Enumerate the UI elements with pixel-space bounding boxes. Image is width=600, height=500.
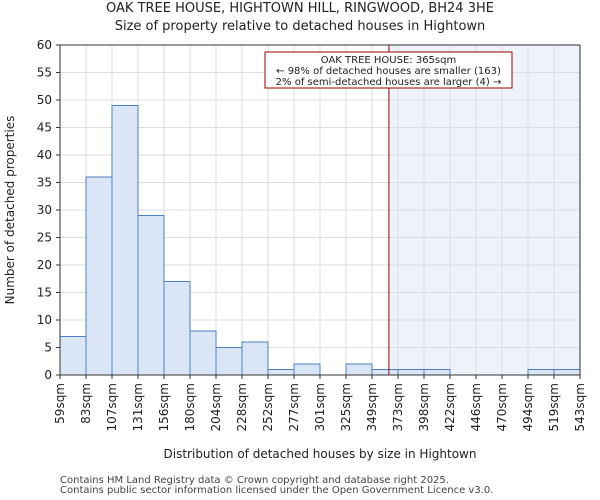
footer-copyright: Contains HM Land Registry data © Crown c… (60, 475, 449, 486)
y-tick-label: 10 (37, 313, 52, 327)
histogram-bar (371, 369, 399, 376)
annotation-text: OAK TREE HOUSE: 365sqm (321, 55, 456, 66)
annotation-text: ← 98% of detached houses are smaller (16… (276, 66, 501, 77)
y-tick-label: 50 (37, 93, 52, 107)
x-tick-label: 349sqm (365, 383, 379, 431)
chart-title-line2: Size of property relative to detached ho… (114, 19, 486, 34)
y-tick-label: 45 (37, 121, 52, 135)
x-axis-label: Distribution of detached houses by size … (164, 447, 477, 461)
x-tick-label: 301sqm (313, 383, 327, 431)
x-tick-label: 398sqm (417, 383, 431, 431)
histogram-bar (137, 215, 165, 376)
y-axis-label: Number of detached properties (3, 116, 17, 305)
histogram-bar (241, 341, 269, 376)
annotation-box (264, 51, 513, 89)
x-tick-label: 180sqm (183, 383, 197, 431)
y-tick-label: 15 (37, 286, 52, 300)
x-tick-label: 228sqm (235, 383, 249, 431)
x-tick-label: 543sqm (573, 383, 587, 431)
histogram-bar (111, 105, 139, 376)
histogram-bar (215, 347, 243, 376)
y-tick-label: 5 (44, 341, 52, 355)
histogram-bar (293, 363, 321, 376)
histogram-bar (59, 336, 87, 376)
x-tick-label: 446sqm (469, 383, 483, 431)
histogram-bar (345, 363, 373, 376)
x-tick-label: 325sqm (339, 383, 353, 431)
x-tick-label: 59sqm (53, 383, 67, 424)
histogram-bar (553, 369, 581, 376)
chart-title-line1: OAK TREE HOUSE, HIGHTOWN HILL, RINGWOOD,… (106, 1, 494, 16)
histogram-bar (527, 369, 555, 376)
histogram-bar (163, 281, 191, 376)
x-tick-label: 107sqm (105, 383, 119, 431)
x-tick-label: 277sqm (287, 383, 301, 431)
y-tick-label: 20 (37, 258, 52, 272)
x-tick-label: 131sqm (131, 383, 145, 431)
histogram-bar (189, 330, 217, 376)
histogram-bar (397, 369, 425, 376)
y-tick-label: 0 (44, 368, 52, 382)
y-tick-label: 25 (37, 231, 52, 245)
y-tick-label: 55 (37, 66, 52, 80)
histogram-bar (267, 369, 295, 376)
histogram-bar (423, 369, 451, 376)
y-tick-label: 35 (37, 176, 52, 190)
x-tick-label: 519sqm (547, 383, 561, 431)
y-tick-label: 40 (37, 148, 52, 162)
x-tick-label: 83sqm (79, 383, 93, 424)
x-tick-label: 156sqm (157, 383, 171, 431)
x-tick-label: 204sqm (209, 383, 223, 431)
x-tick-label: 494sqm (521, 383, 535, 431)
histogram-bar (85, 176, 113, 376)
x-tick-label: 252sqm (261, 383, 275, 431)
x-tick-label: 470sqm (495, 383, 509, 431)
y-tick-label: 60 (37, 38, 52, 52)
y-tick-label: 30 (37, 203, 52, 217)
x-tick-label: 373sqm (391, 383, 405, 431)
footer-licence: Contains public sector information licen… (60, 485, 494, 496)
annotation-text: 2% of semi-detached houses are larger (4… (276, 77, 502, 88)
x-tick-label: 422sqm (443, 383, 457, 431)
